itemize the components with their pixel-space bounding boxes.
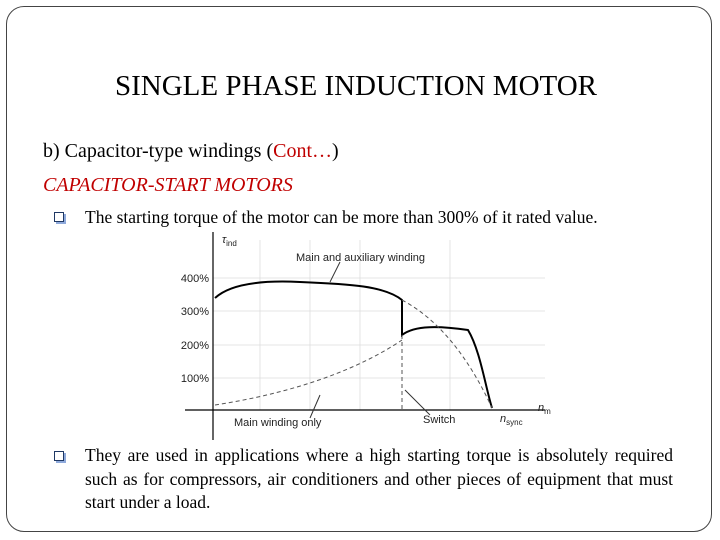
axis-subscript: ind [226, 239, 237, 248]
figure-axes [185, 232, 545, 440]
bullet-text: They are used in applications where a hi… [85, 445, 673, 512]
curve-main-only [214, 339, 403, 406]
bullet-icon [54, 212, 64, 222]
axis-subscript: sync [506, 418, 522, 427]
heading-text: ) [332, 140, 339, 162]
y-tick-label: 400% [181, 273, 209, 285]
slide-frame [6, 6, 712, 532]
bullet-text: The starting torque of the motor can be … [85, 207, 598, 227]
y-tick-label: 200% [181, 340, 209, 352]
curve-main-aux [214, 280, 493, 409]
heading-highlight: Cont… [273, 140, 333, 162]
axis-symbol: n [538, 402, 544, 414]
annotation-pointer [404, 389, 431, 416]
axis-subscript: m [544, 407, 551, 416]
y-axis-label: τind [222, 234, 237, 248]
axis-symbol: τ [222, 234, 227, 246]
bullet-icon [54, 451, 64, 461]
curve-continuation [401, 299, 493, 409]
y-tick-label: 100% [181, 373, 209, 385]
annotation-pointer [329, 261, 341, 283]
annotation: Main winding only [234, 417, 322, 429]
y-tick-label: 300% [181, 306, 209, 318]
sync-label: nsync [500, 413, 523, 427]
x-axis-label: nm [538, 402, 551, 416]
heading: b) Capacitor-type windings (Cont…) [43, 140, 339, 163]
heading-text: b) Capacitor-type windings ( [43, 140, 274, 162]
axis-symbol: n [500, 413, 506, 425]
annotation: Switch [423, 414, 455, 426]
slide-title: SINGLE PHASE INDUCTION MOTOR [115, 70, 597, 102]
annotation-pointer [309, 394, 321, 419]
subheading: CAPACITOR-START MOTORS [43, 174, 293, 196]
figure-grid [213, 240, 545, 410]
annotation: Main and auxiliary winding [296, 252, 425, 264]
